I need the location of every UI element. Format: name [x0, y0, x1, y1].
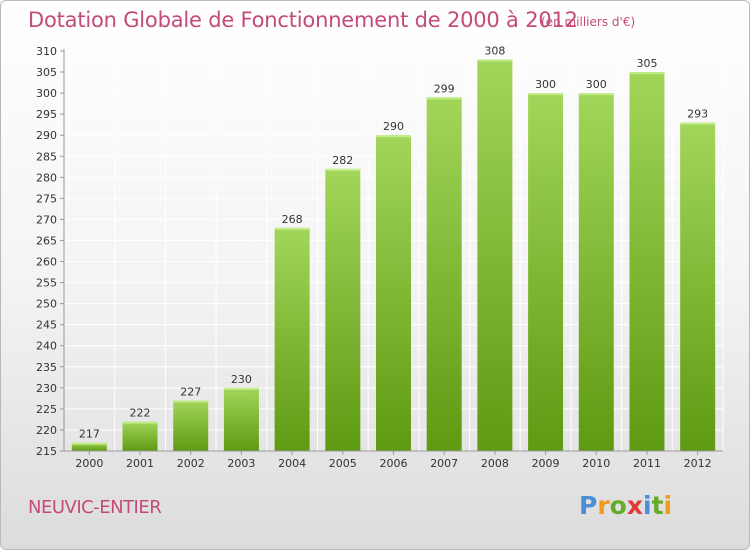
x-tick-label: 2010	[582, 457, 610, 470]
value-label: 290	[383, 120, 404, 133]
y-tick-label: 245	[36, 319, 57, 332]
x-tick-label: 2008	[481, 457, 509, 470]
x-tick-label: 2001	[126, 457, 154, 470]
y-tick-label: 285	[36, 150, 57, 163]
x-tick-label: 2003	[227, 457, 255, 470]
chart-subtitle: (en milliers d'€)	[541, 15, 636, 29]
chart-title: Dotation Globale de Fonctionnement de 20…	[28, 8, 578, 32]
y-tick-label: 215	[36, 445, 57, 458]
bar-highlight	[629, 72, 665, 75]
bar-highlight	[376, 135, 411, 138]
y-tick-label: 305	[36, 66, 57, 79]
y-tick-label: 295	[36, 108, 57, 121]
x-tick-label: 2011	[633, 457, 661, 470]
x-tick-label: 2000	[75, 457, 103, 470]
value-label: 308	[484, 44, 505, 57]
bar-2000	[71, 442, 107, 451]
value-label: 217	[79, 428, 100, 441]
bar-2009	[528, 93, 564, 452]
bar-highlight	[274, 227, 310, 230]
y-tick-label: 290	[36, 129, 57, 142]
logo-letter: t	[651, 491, 664, 520]
value-label: 230	[231, 373, 252, 386]
proxiti-logo[interactable]: Proxiti	[579, 491, 672, 520]
y-tick-label: 230	[36, 382, 57, 395]
logo-letter: i	[643, 491, 652, 520]
bar-highlight	[173, 400, 209, 403]
value-label: 227	[180, 385, 201, 398]
logo-letter: r	[597, 491, 610, 520]
y-tick-label: 235	[36, 361, 57, 374]
logo-letter: o	[609, 491, 627, 520]
value-label: 222	[130, 407, 151, 420]
y-tick-label: 250	[36, 298, 57, 311]
bar-2007	[426, 97, 462, 451]
bar-2005	[325, 168, 361, 452]
bar-highlight	[426, 97, 462, 100]
bar-highlight	[223, 387, 259, 390]
bar-2002	[173, 400, 209, 451]
y-tick-label: 280	[36, 171, 57, 184]
bar-2004	[274, 227, 310, 451]
x-tick-label: 2002	[177, 457, 205, 470]
bar-highlight	[528, 93, 564, 96]
bar-2012	[680, 122, 716, 451]
value-label: 282	[332, 154, 353, 167]
bar-highlight	[680, 122, 716, 125]
y-tick-label: 265	[36, 234, 57, 247]
bar-highlight	[71, 442, 107, 445]
bar-highlight	[578, 93, 614, 96]
y-tick-label: 220	[36, 424, 57, 437]
commune-name: NEUVIC-ENTIER	[28, 497, 162, 518]
bar-2010	[578, 93, 614, 452]
logo-letter: x	[626, 491, 643, 520]
value-label: 293	[687, 108, 708, 121]
bar-2011	[629, 72, 665, 451]
y-tick-label: 275	[36, 192, 57, 205]
x-tick-label: 2012	[684, 457, 712, 470]
y-tick-label: 310	[36, 45, 57, 58]
bar-highlight	[122, 421, 158, 424]
bar-2008	[477, 59, 513, 451]
logo-letter: P	[579, 491, 598, 520]
value-label: 299	[434, 82, 455, 95]
x-tick-label: 2004	[278, 457, 306, 470]
y-tick-label: 225	[36, 403, 57, 416]
value-label: 300	[586, 78, 607, 91]
x-tick-label: 2009	[532, 457, 560, 470]
y-tick-label: 255	[36, 277, 57, 290]
x-tick-label: 2006	[380, 457, 408, 470]
x-tick-label: 2007	[430, 457, 458, 470]
value-label: 305	[636, 57, 657, 70]
y-tick-label: 300	[36, 87, 57, 100]
bar-2006	[376, 135, 411, 452]
bar-highlight	[325, 168, 361, 171]
x-tick-label: 2005	[329, 457, 357, 470]
y-tick-label: 270	[36, 213, 57, 226]
y-tick-label: 240	[36, 340, 57, 353]
y-tick-label: 260	[36, 256, 57, 269]
bar-2001	[122, 421, 158, 451]
value-label: 300	[535, 78, 556, 91]
bar-2003	[223, 387, 259, 451]
bar-highlight	[477, 59, 513, 62]
value-label: 268	[282, 213, 303, 226]
logo-letter: i	[663, 491, 673, 520]
